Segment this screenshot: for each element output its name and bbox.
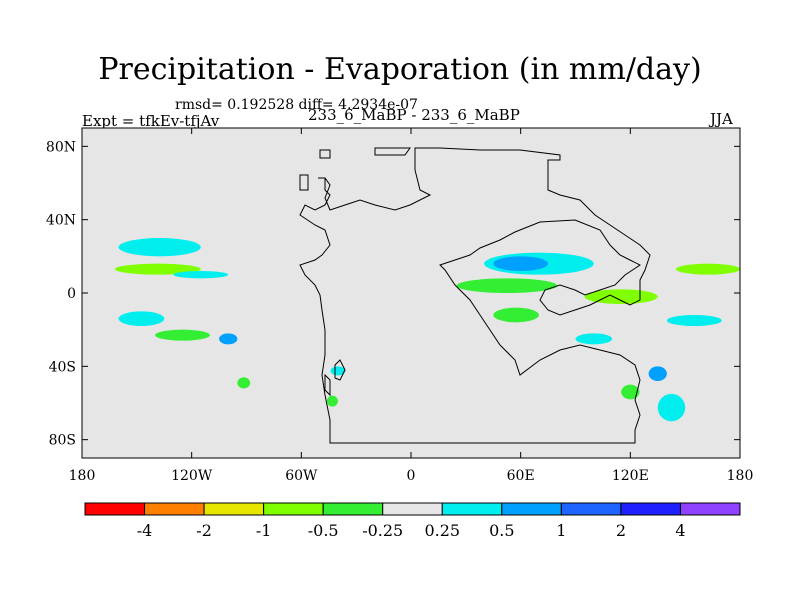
contour-region-8 <box>326 395 338 407</box>
chart-title: Precipitation - Evaporation (in mm/day) <box>98 52 702 87</box>
contour-region-0 <box>114 263 201 275</box>
contour-region-11 <box>456 278 558 293</box>
contour-region-4 <box>118 311 165 326</box>
contour-region-16 <box>575 333 613 345</box>
contour-region-5 <box>219 333 238 345</box>
colorbar-swatch <box>501 502 562 516</box>
colorbar-label: 0.5 <box>489 521 514 540</box>
contour-region-17 <box>648 366 667 381</box>
colorbar-label: 0.25 <box>424 521 460 540</box>
contour-region-10 <box>493 256 549 271</box>
contour-region-15 <box>666 315 722 326</box>
y-tick-label: 80S <box>49 433 76 449</box>
colorbar-swatch <box>144 502 205 516</box>
contour-region-3 <box>155 329 210 341</box>
colorbar-label: 4 <box>675 521 685 540</box>
colorbar-swatch <box>322 502 384 516</box>
x-tick-label: 0 <box>407 468 416 484</box>
y-tick-label: 40N <box>46 213 76 229</box>
contour-region-19 <box>621 384 640 400</box>
colorbar-label: -0.25 <box>362 521 403 540</box>
colorbar-label: -1 <box>256 521 272 540</box>
x-tick-label: 120E <box>612 468 649 484</box>
contour-region-2 <box>173 271 229 279</box>
x-tick-label: 120W <box>171 468 213 484</box>
colorbar-label: 2 <box>616 521 626 540</box>
colorbar-swatch <box>263 502 324 516</box>
x-tick-label: 60W <box>285 468 318 484</box>
contour-region-18 <box>657 393 686 422</box>
colorbar-swatch <box>84 502 146 516</box>
y-tick-label: 80N <box>46 139 76 155</box>
y-tick-label: 40S <box>49 359 76 375</box>
season-label: JJA <box>710 110 733 128</box>
colorbar-swatch <box>441 502 503 516</box>
contour-region-6 <box>237 377 251 389</box>
x-tick-label: 180 <box>727 468 754 484</box>
x-tick-label: 180 <box>69 468 96 484</box>
coastline-outline <box>299 147 651 444</box>
colorbar-label: 1 <box>556 521 566 540</box>
colorbar-swatch <box>382 502 443 516</box>
colorbar-label: -0.5 <box>308 521 339 540</box>
colorbar-label: -4 <box>137 521 153 540</box>
colorbar-swatch <box>203 502 265 516</box>
colorbar-swatch <box>560 502 622 516</box>
contour-region-7 <box>330 366 346 376</box>
y-tick-label: 0 <box>67 286 76 302</box>
x-tick-label: 60E <box>507 468 535 484</box>
colorbar-swatch <box>620 502 681 516</box>
experiment-label: Expt = tfkEv-tfjAv <box>82 112 220 130</box>
colorbar-label: -2 <box>196 521 212 540</box>
colorbar-swatch <box>679 502 741 516</box>
contour-region-14 <box>676 263 741 275</box>
contour-region-12 <box>493 307 539 323</box>
contour-region-1 <box>118 238 201 257</box>
case-label: 233_6_MaBP - 233_6_MaBP <box>308 106 520 124</box>
stats-label: rmsd= 0.192528 diff= 4.2934e-07 <box>175 97 418 113</box>
